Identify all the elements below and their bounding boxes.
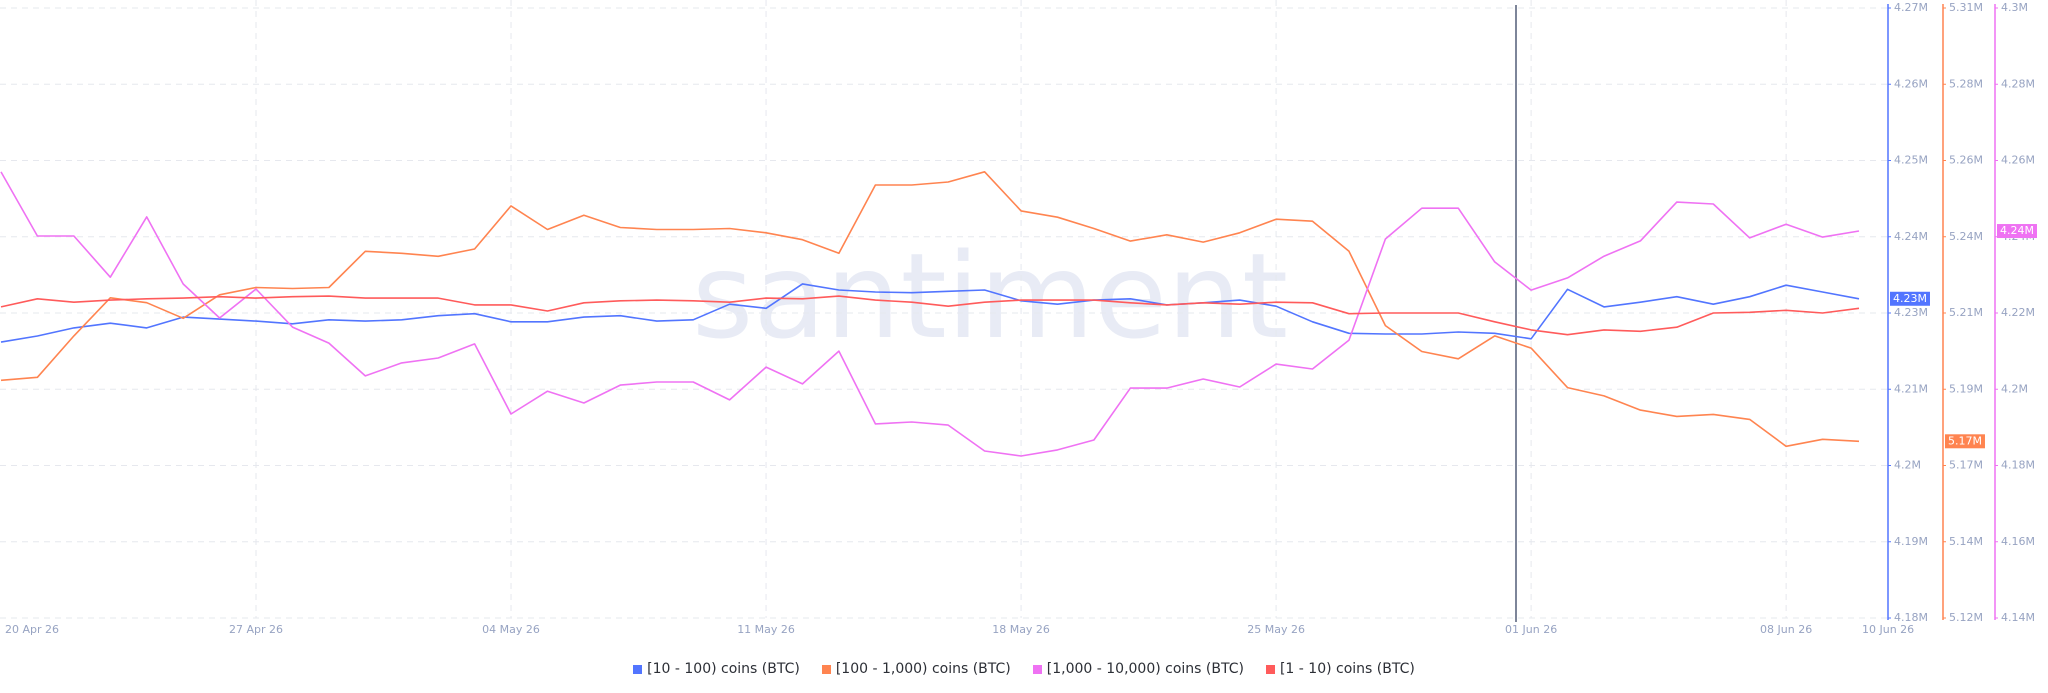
chart: santiment 20 Apr 26 27 Apr 26 04 May 26 11 … [0,0,2037,636]
x-tick-label: 08 Jun 26 [1760,623,1812,636]
series-line [0,171,1860,448]
y-tick-label: 5.31M [1949,1,1983,14]
x-tick-label: 25 May 26 [1247,623,1305,636]
last-value-badge: 5.17M [1945,434,1985,449]
legend-label: [10 - 100) coins (BTC) [647,661,800,677]
last-value-label: 4.23M [1893,292,1927,305]
y-tick-label: 4.18M [1894,611,1928,624]
y-tick-label: 4.28M [2001,77,2035,90]
last-value-box [1945,434,1985,449]
y-tick-label: 4.23M [1894,306,1928,319]
y-tick-label: 5.14M [1949,535,1983,548]
watermark: santiment [692,227,1288,365]
y-tick-label: 5.19M [1949,382,1983,395]
legend-item[interactable]: [10 - 100) coins (BTC) [633,661,800,677]
y-tick-label: 4.16M [2001,535,2035,548]
legend-label: [1,000 - 10,000) coins (BTC) [1046,661,1244,677]
y-tick-label: 4.22M [2001,306,2035,319]
y-tick-label: 4.26M [2001,154,2035,167]
series-line [0,171,1860,457]
y-tick-label: 4.21M [1894,382,1928,395]
last-value-box [1997,224,2037,239]
y-tick-label: 4.19M [1894,535,1928,548]
legend-swatch [1032,664,1042,674]
y-tick-label: 5.26M [1949,154,1983,167]
x-tick-label: 04 May 26 [482,623,540,636]
y-tick-label: 4.2M [1894,459,1921,472]
series-line [0,295,1860,336]
legend-item[interactable]: [100 - 1,000) coins (BTC) [821,661,1011,677]
x-tick-label: 27 Apr 26 [229,623,283,636]
y-tick-label: 4.3M [2001,1,2028,14]
y-tick-label: 4.24M [1894,230,1928,243]
legend-label: [100 - 1,000) coins (BTC) [835,661,1011,677]
y-tick-label: 5.21M [1949,306,1983,319]
legend-swatch [821,664,831,674]
y-tick-label: 4.26M [1894,77,1928,90]
x-tick-label: 20 Apr 26 [5,623,59,636]
y-tick-label: 4.2M [2001,382,2028,395]
last-value-badge: 4.23M [1890,291,1930,306]
last-value-box [1890,291,1930,306]
x-tick-label: 18 May 26 [992,623,1050,636]
x-tick-label: 10 Jun 26 [1862,623,1914,636]
y-tick-label: 5.28M [1949,77,1983,90]
y-tick-label: 4.14M [2001,611,2035,624]
x-tick-label: 01 Jun 26 [1505,623,1557,636]
y-tick-label: 4.18M [2001,459,2035,472]
legend: [10 - 100) coins (BTC) [100 - 1,000) coin… [0,645,2048,693]
legend-label: [1 - 10) coins (BTC) [1279,661,1415,677]
series-line [0,283,1860,343]
legend-item[interactable]: [1 - 10) coins (BTC) [1265,661,1415,677]
legend-item[interactable]: [1,000 - 10,000) coins (BTC) [1032,661,1244,677]
y-tick-label: 5.17M [1949,459,1983,472]
legend-swatch [1265,664,1275,674]
last-value-badge: 4.24M [1997,224,2037,239]
y-tick-label: 5.24M [1949,230,1983,243]
y-tick-label: 4.25M [1894,154,1928,167]
last-value-label: 4.24M [2000,224,2034,237]
y-tick-label: 4.27M [1894,1,1928,14]
last-value-label: 5.17M [1948,434,1982,447]
x-tick-label: 11 May 26 [737,623,795,636]
y-tick-label: 5.12M [1949,611,1983,624]
legend-swatch [633,664,643,674]
